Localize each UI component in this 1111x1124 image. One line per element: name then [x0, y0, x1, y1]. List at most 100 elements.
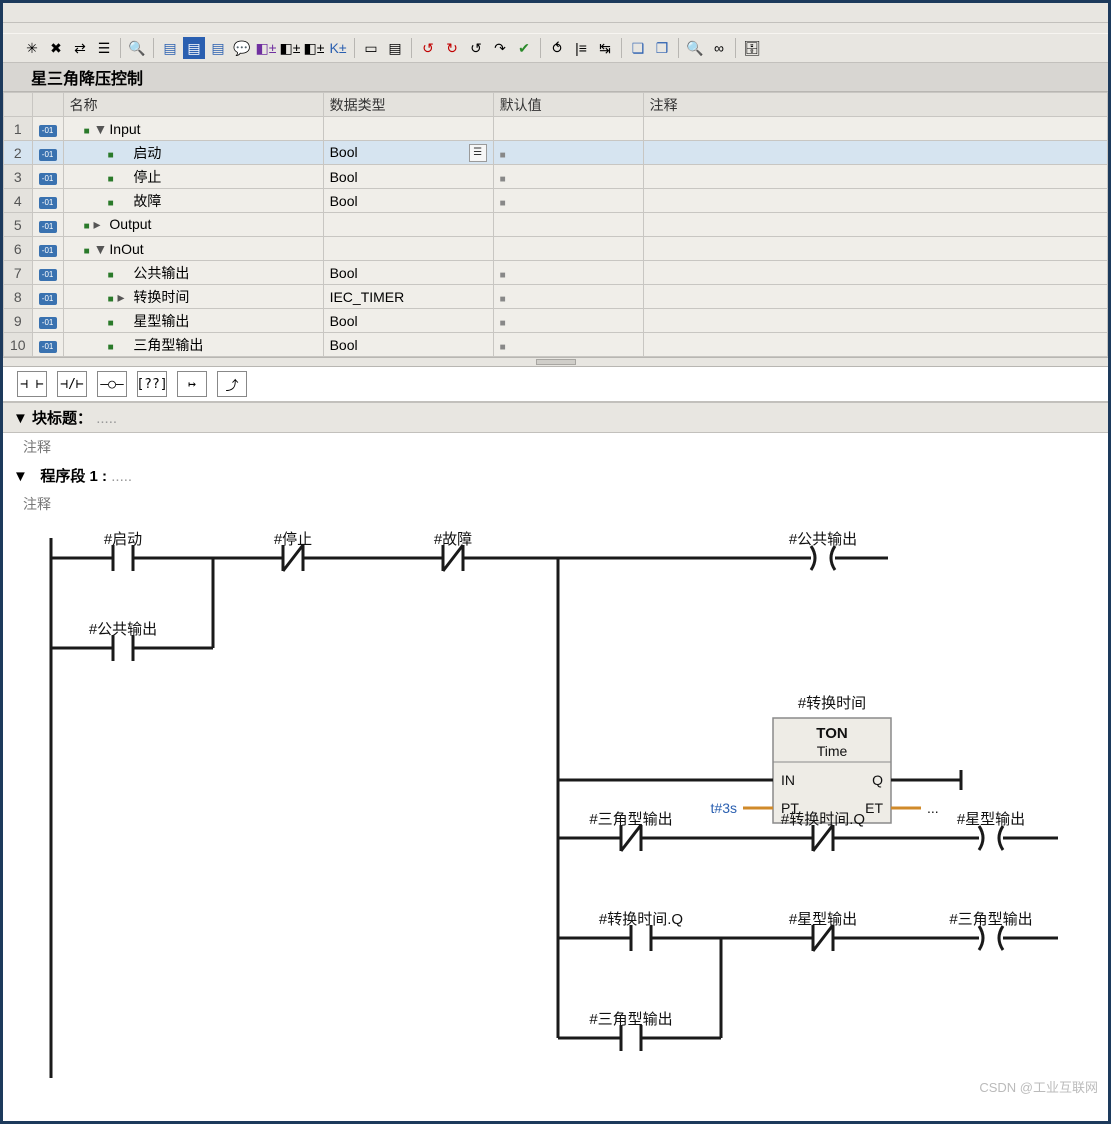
toolbar-btn[interactable]: 🔍	[126, 37, 148, 59]
var-comment[interactable]	[643, 189, 1107, 213]
table-row[interactable]: 7-01■ 公共输出Bool■	[4, 261, 1108, 285]
lad-btn-branch-up[interactable]: ⤴	[217, 371, 247, 397]
table-row[interactable]: 5-01■ ▸ Output	[4, 213, 1108, 237]
toolbar-btn[interactable]: ◧±	[303, 37, 325, 59]
toolbar-btn[interactable]: ↺	[417, 37, 439, 59]
var-type[interactable]	[323, 213, 493, 237]
toolbar-btn[interactable]: ⥀	[546, 37, 568, 59]
lad-btn-branch[interactable]: ↦	[177, 371, 207, 397]
var-type[interactable]: Bool	[323, 165, 493, 189]
var-comment[interactable]	[643, 165, 1107, 189]
block-header[interactable]: ▼ 块标题： .....	[3, 402, 1108, 433]
caret-icon[interactable]: ▼	[13, 468, 28, 485]
var-default[interactable]: ■	[493, 165, 643, 189]
col-type[interactable]: 数据类型	[323, 93, 493, 117]
toolbar-btn[interactable]: ▤	[384, 37, 406, 59]
var-default[interactable]	[493, 213, 643, 237]
toolbar-btn[interactable]: ❏	[627, 37, 649, 59]
var-name[interactable]: ■ ▼ InOut	[63, 237, 323, 261]
var-type[interactable]	[323, 237, 493, 261]
toolbar-btn[interactable]: ◧±	[279, 37, 301, 59]
table-row[interactable]: 3-01■ 停止Bool■	[4, 165, 1108, 189]
var-type[interactable]: IEC_TIMER	[323, 285, 493, 309]
var-default[interactable]: ■	[493, 189, 643, 213]
var-name[interactable]: ■ ▸ Output	[63, 213, 323, 237]
var-default[interactable]: ■	[493, 309, 643, 333]
toolbar-btn[interactable]: ⇄	[69, 37, 91, 59]
caret-icon[interactable]: ▼	[13, 410, 28, 427]
var-comment[interactable]	[643, 333, 1107, 357]
var-name[interactable]: ■ ▸ 转换时间	[63, 285, 323, 309]
var-default[interactable]: ■	[493, 285, 643, 309]
toolbar-btn[interactable]: ☰	[93, 37, 115, 59]
toolbar-btn[interactable]: ▤	[159, 37, 181, 59]
toolbar-btn[interactable]: |≡	[570, 37, 592, 59]
toolbar-btn[interactable]: ▤	[207, 37, 229, 59]
var-name[interactable]: ■ ▼ Input	[63, 117, 323, 141]
type-dropdown[interactable]: ☰	[469, 144, 487, 162]
var-type[interactable]: Bool	[323, 261, 493, 285]
network-header[interactable]: ▼ 程序段 1 : .....	[3, 461, 1108, 490]
var-default[interactable]	[493, 237, 643, 261]
var-comment[interactable]	[643, 117, 1107, 141]
toolbar-btn[interactable]: ◧±	[255, 37, 277, 59]
var-name[interactable]: ■ 启动	[63, 141, 323, 165]
network-comment[interactable]: 注释	[3, 490, 1108, 518]
var-comment[interactable]	[643, 141, 1107, 165]
var-name[interactable]: ■ 星型输出	[63, 309, 323, 333]
table-row[interactable]: 1-01■ ▼ Input	[4, 117, 1108, 141]
toolbar-btn[interactable]: ↻	[441, 37, 463, 59]
toolbar-btn[interactable]: 🗄	[741, 37, 763, 59]
table-row[interactable]: 4-01■ 故障Bool■	[4, 189, 1108, 213]
var-comment[interactable]	[643, 285, 1107, 309]
var-name[interactable]: ■ 三角型输出	[63, 333, 323, 357]
lad-btn-nc-contact[interactable]: ⊣/⊢	[57, 371, 87, 397]
toolbar-btn[interactable]: ✔	[513, 37, 535, 59]
var-name[interactable]: ■ 公共输出	[63, 261, 323, 285]
toolbar-btn[interactable]: ∞	[708, 37, 730, 59]
col-comment[interactable]: 注释	[643, 93, 1107, 117]
var-name[interactable]: ■ 停止	[63, 165, 323, 189]
table-row[interactable]: 10-01■ 三角型输出Bool■	[4, 333, 1108, 357]
var-default[interactable]: ■	[493, 261, 643, 285]
var-type[interactable]: Bool	[323, 333, 493, 357]
var-comment[interactable]	[643, 213, 1107, 237]
toolbar-btn[interactable]: 💬	[231, 37, 253, 59]
toolbar-btn[interactable]: ▭	[360, 37, 382, 59]
var-default[interactable]: ■	[493, 141, 643, 165]
table-row[interactable]: 2-01■ 启动Bool☰■	[4, 141, 1108, 165]
toolbar-btn[interactable]: ✳	[21, 37, 43, 59]
lad-btn-coil[interactable]: –○–	[97, 371, 127, 397]
var-type[interactable]: Bool	[323, 189, 493, 213]
var-type[interactable]: Bool☰	[323, 141, 493, 165]
toolbar-btn[interactable]: ✖	[45, 37, 67, 59]
block-comment[interactable]: 注释	[3, 433, 1108, 461]
lad-btn-no-contact[interactable]: ⊣ ⊢	[17, 371, 47, 397]
var-comment[interactable]	[643, 309, 1107, 333]
var-default[interactable]	[493, 117, 643, 141]
var-name[interactable]: ■ 故障	[63, 189, 323, 213]
toolbar-btn[interactable]: ❐	[651, 37, 673, 59]
lad-btn-box[interactable]: [??]	[137, 371, 167, 397]
col-name[interactable]: 名称	[63, 93, 323, 117]
col-default[interactable]: 默认值	[493, 93, 643, 117]
var-type[interactable]: Bool	[323, 309, 493, 333]
toolbar-btn[interactable]: ↷	[489, 37, 511, 59]
splitter[interactable]	[3, 357, 1108, 367]
table-row[interactable]: 9-01■ 星型输出Bool■	[4, 309, 1108, 333]
var-default[interactable]: ■	[493, 333, 643, 357]
toolbar-btn[interactable]: ↹	[594, 37, 616, 59]
variable-table[interactable]: 名称 数据类型 默认值 注释 1-01■ ▼ Input2-01■ 启动Bool…	[3, 92, 1108, 357]
table-row[interactable]: 6-01■ ▼ InOut	[4, 237, 1108, 261]
var-comment[interactable]	[643, 237, 1107, 261]
var-type[interactable]	[323, 117, 493, 141]
window-top-strip	[3, 3, 1108, 23]
table-row[interactable]: 8-01■ ▸ 转换时间IEC_TIMER■	[4, 285, 1108, 309]
toolbar-btn[interactable]: ↺	[465, 37, 487, 59]
ladder-toolbar: ⊣ ⊢ ⊣/⊢ –○– [??] ↦ ⤴	[3, 367, 1108, 402]
ladder-canvas[interactable]: #启动#停止#故障#公共输出#公共输出#转换时间TONTimeINQPTETt#…	[3, 518, 1108, 1098]
var-comment[interactable]	[643, 261, 1107, 285]
toolbar-btn[interactable]: ▤	[183, 37, 205, 59]
toolbar-btn[interactable]: K±	[327, 37, 349, 59]
toolbar-btn[interactable]: 🔍	[684, 37, 706, 59]
